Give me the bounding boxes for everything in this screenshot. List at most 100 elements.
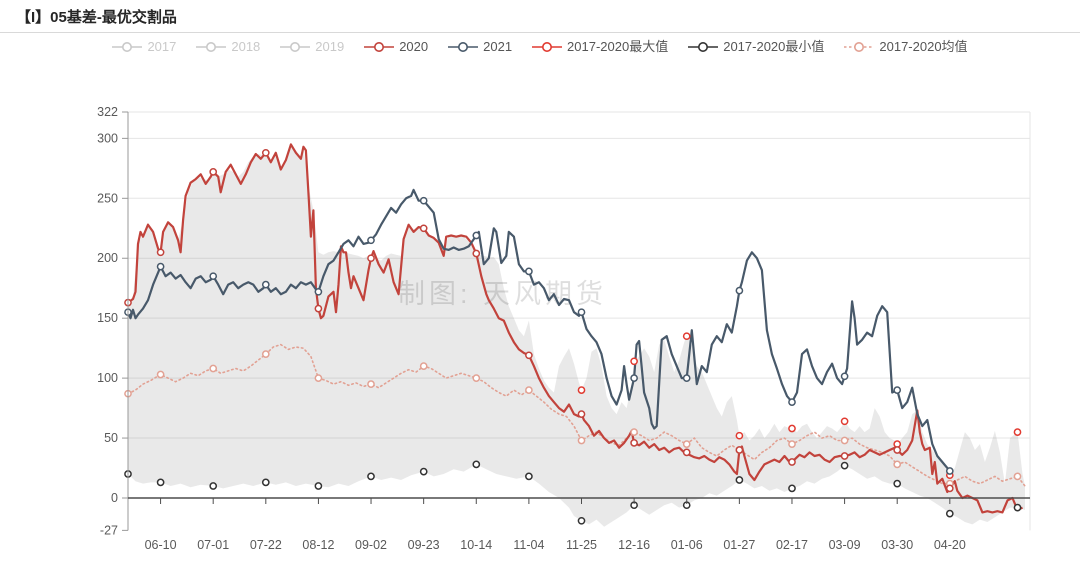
legend-item-min[interactable]: 2017-2020最小值 [688,40,824,54]
series-2021-marker [419,196,428,205]
series-2021-marker [840,372,849,381]
series-2020-marker [261,148,270,157]
y-axis-label: 150 [97,311,118,325]
series-2021-marker [209,272,218,281]
x-axis-label: 07-01 [197,538,229,552]
legend-line-icon [532,41,563,53]
series-2020-marker [156,248,165,257]
y-axis-label: 100 [97,371,118,385]
page-title: 【I】05基差-最优交割品 [16,9,177,26]
legend-item-2020[interactable]: 2020 [364,40,428,54]
x-axis-label: 06-10 [145,538,177,552]
series-2021-line [126,188,954,475]
watermark: 制图: 天风期货 [398,279,607,309]
series-mean-line [127,343,1026,487]
x-axis-label: 04-20 [934,538,966,552]
series-mean-marker [682,440,691,448]
legend-item-2021[interactable]: 2021 [448,40,512,54]
legend-item-2018[interactable]: 2018 [196,40,260,54]
series-min-marker [314,482,323,490]
series-2021-marker [525,267,533,276]
y-axis-label: 250 [97,191,118,205]
x-axis-label: 09-23 [408,538,440,552]
series-min-marker [367,472,375,481]
series-min-marker [840,461,849,470]
legend-line-icon [280,41,311,53]
series-2021-marker [472,231,481,240]
series-2021-marker [156,262,165,271]
series-min-marker [1013,503,1022,512]
series-mean-marker [577,436,586,445]
legend-item-label: 2021 [483,39,513,54]
y-axis-label: 200 [97,251,118,265]
series-max-marker [1013,428,1022,436]
series-mean-marker [261,350,270,358]
legend-item-label: 2018 [231,39,261,54]
legend-line-icon [112,41,143,53]
series-2020-marker [788,458,796,466]
series-mean-marker [893,460,902,469]
legend-item-max[interactable]: 2017-2020最大值 [532,40,668,54]
y-axis-label: 322 [97,105,118,119]
series-2021-marker [367,236,375,245]
x-axis-label: 03-30 [881,538,913,552]
legend-item-mean[interactable]: 2017-2020均值 [844,39,968,54]
series-2021-marker [735,286,744,295]
series-mean-marker [419,362,428,370]
y-axis-label: 300 [97,131,118,145]
x-axis-label: 03-09 [829,538,861,552]
series-2020-marker [525,351,533,360]
chart-legend: 2017 2018 2019 2020 2021 2017-2020最大值 2017-202… [0,40,1080,54]
y-axis-label: -27 [100,523,118,537]
series-2020-marker [840,452,849,460]
legend-item-label: 2017-2020最大值 [567,39,669,54]
series-2020-line [127,143,1023,514]
series-2020-marker [577,410,586,418]
series-2021-marker [682,374,691,382]
series-mean-marker [788,440,796,448]
legend-item-label: 2017-2020最小值 [723,39,825,54]
series-max-marker [630,357,638,366]
series-min-marker [472,460,481,469]
min-max-band [128,144,1025,527]
legend-item-label: 2020 [399,39,429,54]
series-min-marker [945,509,954,518]
legend-item-label: 2019 [315,39,345,54]
series-2020-marker [630,439,638,447]
series-min-marker [156,478,165,487]
legend-line-icon [364,41,395,53]
series-2021-marker [630,374,638,382]
series-max-marker [735,431,744,440]
legend-line-icon [448,41,479,53]
series-min-marker [209,482,218,490]
series-mean-marker [367,380,375,388]
series-2020-marker [314,304,323,313]
x-axis-label: 07-22 [250,538,282,552]
series-min-marker [525,472,533,481]
series-2020-marker [472,249,481,258]
series-2020-marker [735,446,744,454]
series-min-marker [577,516,586,525]
plot-area[interactable] [128,112,1030,530]
series-2021-marker [314,287,323,296]
series-2020-marker [209,168,218,176]
series-min-marker [261,478,270,487]
header-divider [0,32,1080,33]
legend-item-2017[interactable]: 2017 [112,40,176,54]
series-2021-marker [577,308,586,317]
series-min-marker [788,484,796,493]
series-2021-marker [788,398,796,406]
series-min-marker [735,476,744,484]
x-axis-label: 11-04 [513,538,544,552]
series-max-marker [788,424,796,433]
series-2020-marker [945,484,954,493]
legend-item-label: 2017-2020均值 [879,39,968,54]
series-mean-marker [630,428,638,436]
y-axis-label: 50 [104,431,118,445]
x-axis-label: 08-12 [302,538,334,552]
legend-item-2019[interactable]: 2019 [280,40,344,54]
series-min-marker [893,479,902,488]
x-axis-label: 10-14 [460,538,492,552]
y-axis-label: 0 [111,491,118,505]
